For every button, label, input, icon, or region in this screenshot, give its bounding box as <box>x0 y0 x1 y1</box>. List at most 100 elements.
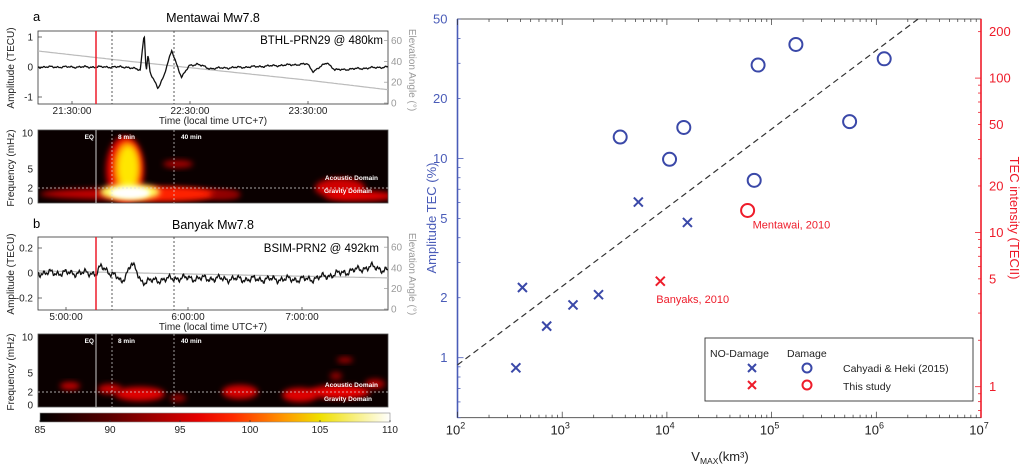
panel-a-timeseries: 1 0 -1 60 40 20 0 21:30:00 22:30:00 23:30:00 <box>24 30 403 117</box>
8-min-marker-label: 8 min <box>118 134 135 141</box>
panel-b-ylabel: Amplitude (TECU) <box>6 233 17 314</box>
40-min-marker-label: 40 min <box>181 134 202 141</box>
y-tick-label: 5 <box>27 165 33 176</box>
right-y-tick-label: 100 <box>989 71 1011 86</box>
y-tick-label: 0 <box>27 269 33 280</box>
right-y-tick-label: 5 <box>989 271 996 286</box>
circle-marker <box>746 172 762 188</box>
energy-blob <box>330 372 342 380</box>
acoustic-domain-label: Acoustic Domain <box>325 175 378 182</box>
circle-marker <box>842 114 858 130</box>
colorbar-tick-label: 90 <box>104 425 116 436</box>
right-y-tick-label: 50 <box>989 117 1003 132</box>
spectrogram-energy <box>40 136 388 203</box>
y2-tick-label: 20 <box>391 284 403 295</box>
legend-header-no-damage: NO-Damage <box>710 348 769 360</box>
legend: NO-Damage Damage Cahyadi & Heki (2015) T… <box>704 337 974 402</box>
spectrogram-frame <box>37 129 389 204</box>
colorbar-tick-label: 110 <box>382 425 398 436</box>
amplitude-line <box>38 260 388 287</box>
y-tick-label: -0.2 <box>16 294 34 305</box>
panel-letter-b: b <box>33 216 40 231</box>
colorbar-tick-label: 105 <box>312 425 329 436</box>
scatter-plot: 102 103 104 105 106 107 1 2 5 10 20 50 1 5 10 20 50 100 20… <box>424 12 1022 466</box>
scatter-ylabel: Amplitude TEC (%) <box>424 162 439 273</box>
y-tick-label: 10 <box>22 333 34 344</box>
energy-blob <box>115 387 165 401</box>
40-min-marker-label: 40 min <box>181 338 202 345</box>
circle-marker <box>612 129 628 145</box>
scatter-axes: 102 103 104 105 106 107 1 2 5 10 20 50 1 5 10 20 50 100 20… <box>433 12 1011 438</box>
colorbar-tick-label: 100 <box>242 425 259 436</box>
y-tick-label: 0 <box>27 401 33 412</box>
energy-blob <box>210 191 240 199</box>
energy-blob <box>118 146 138 190</box>
point-label: Mentawai, 2010 <box>753 219 831 231</box>
cross-marker <box>593 289 604 300</box>
x-tick-label: 103 <box>550 421 569 438</box>
y2-tick-label: 0 <box>391 99 397 110</box>
panel-b-xlabel: Time (local time UTC+7) <box>159 322 267 333</box>
panel-a-title: Mentawai Mw7.8 <box>166 11 260 25</box>
circle-marker <box>676 119 692 135</box>
panel-b-station-label: BSIM-PRN2 @ 492km <box>264 243 379 255</box>
energy-blob <box>163 160 193 168</box>
eq-marker-label: EQ <box>85 338 94 345</box>
cross-marker <box>510 362 522 373</box>
cross-stroke <box>593 289 604 300</box>
gravity-domain-label: Gravity Domain <box>324 396 372 403</box>
right-y-tick-label: 10 <box>989 225 1003 240</box>
eq-marker-label: EQ <box>85 134 94 141</box>
x-tick-label: 104 <box>655 421 674 438</box>
cross-stroke <box>655 275 666 287</box>
x-tick-label: 105 <box>760 421 779 438</box>
cross-stroke <box>682 217 693 228</box>
energy-blob <box>365 379 385 389</box>
left-y-tick-label: 20 <box>433 91 447 106</box>
plot-frame <box>37 236 389 311</box>
left-y-tick-label: 50 <box>433 12 447 27</box>
cross-marker <box>682 217 693 228</box>
energy-blob <box>282 388 318 402</box>
spectrogram-frame <box>37 333 389 408</box>
x-tick-label: 21:30:00 <box>53 106 92 117</box>
energy-blob <box>170 394 186 402</box>
gravity-domain-label: Gravity Domain <box>324 188 372 195</box>
colorbar-ticks: 85 90 95 100 105 110 <box>34 420 398 436</box>
cross-stroke <box>633 196 644 208</box>
y-tick-label: 0 <box>27 63 33 74</box>
y-tick-label: 1 <box>27 33 33 44</box>
y-tick-label: 2 <box>27 184 33 195</box>
energy-blob <box>60 382 80 390</box>
y-tick-label: 10 <box>22 129 34 140</box>
energy-blob <box>110 187 150 199</box>
panel-a-ylabel: Amplitude (TECU) <box>6 27 17 108</box>
scatter-y2label: TEC intensity (TECII) <box>1007 157 1022 280</box>
cross-stroke <box>567 299 579 311</box>
energy-blob <box>337 357 353 363</box>
legend-row-cahyadi: Cahyadi & Heki (2015) <box>843 363 949 375</box>
y-tick-label: 0 <box>27 197 33 208</box>
colorbar <box>39 412 391 423</box>
panel-a-spec-ylabel: Frequency (mHz) <box>6 129 17 206</box>
8-min-marker-label: 8 min <box>118 338 135 345</box>
y2-tick-label: 60 <box>391 36 403 47</box>
circle-marker <box>876 51 892 67</box>
energy-blob <box>98 384 122 394</box>
cross-marker <box>517 282 528 293</box>
legend-circle-blue-icon <box>801 362 813 374</box>
x-tick-label: 23:30:00 <box>289 106 328 117</box>
y-tick-label: 0.2 <box>19 244 33 255</box>
colorbar-tick-label: 85 <box>34 425 46 436</box>
x-tick-label: 7:00:00 <box>285 312 319 323</box>
y2-tick-label: 40 <box>391 57 403 68</box>
cross-stroke <box>541 320 552 332</box>
point-label: Banyaks, 2010 <box>656 294 729 306</box>
y-tick-label: -1 <box>24 93 33 104</box>
panel-b-spec-ylabel: Frequency (mHz) <box>6 333 17 410</box>
acoustic-domain-label: Acoustic Domain <box>325 382 378 389</box>
scatter-marks: Banyaks, 2010 Mentawai, 2010 <box>510 36 892 373</box>
right-y-tick-label: 1 <box>989 379 996 394</box>
